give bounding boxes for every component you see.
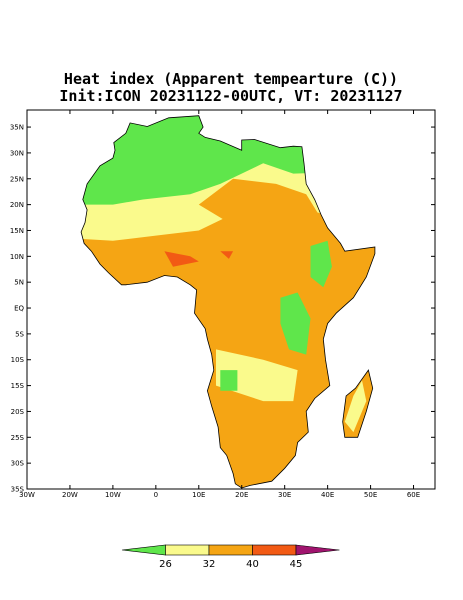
zone xyxy=(220,370,238,391)
colorbar-segment xyxy=(295,544,340,556)
x-tick-label: 0 xyxy=(154,491,158,499)
colorbar-segment xyxy=(252,544,297,556)
x-tick-label: 40E xyxy=(321,491,334,499)
x-tick-label: 10E xyxy=(192,491,205,499)
y-tick-label: 10S xyxy=(11,356,25,364)
title: Heat index (Apparent tempearture (C)) xyxy=(64,70,398,88)
colorbar-segment xyxy=(121,544,166,556)
colorbar-label: 26 xyxy=(159,559,172,570)
y-tick-label: 35S xyxy=(11,486,25,494)
x-tick-label: 50E xyxy=(364,491,377,499)
zone xyxy=(310,240,332,288)
y-tick-label: 20N xyxy=(10,201,24,209)
y-tick-label: 20S xyxy=(11,408,25,416)
y-tick-label: 15N xyxy=(10,227,24,235)
zone xyxy=(164,251,199,267)
y-tick-label: 30S xyxy=(11,460,25,468)
map-frame xyxy=(26,109,436,490)
zone xyxy=(220,251,234,259)
x-tick-label: 30E xyxy=(278,491,291,499)
y-tick-label: 10N xyxy=(10,253,24,261)
y-tick-label: 5S xyxy=(15,330,24,338)
y-tick-label: 35N xyxy=(10,124,24,132)
y-tick-label: 15S xyxy=(11,382,25,390)
x-tick-label: 60E xyxy=(407,491,420,499)
colorbar-label: 32 xyxy=(203,559,216,570)
coast xyxy=(80,115,376,489)
x-tick-label: 30W xyxy=(19,491,35,499)
subtitle: Init:ICON 20231122-00UTC, VT: 20231127 xyxy=(59,87,402,105)
x-tick-label: 20E xyxy=(235,491,248,499)
y-tick-label: 30N xyxy=(10,149,24,157)
y-tick-label: 25N xyxy=(10,175,24,183)
colorbar-label: 45 xyxy=(290,559,303,570)
y-tick-label: EQ xyxy=(14,305,24,313)
zone xyxy=(198,178,319,226)
y-tick-label: 25S xyxy=(11,434,25,442)
colorbar-label: 40 xyxy=(246,559,259,570)
zone xyxy=(280,292,311,355)
colorbar-segment xyxy=(165,544,210,556)
map-fill xyxy=(81,115,375,488)
y-tick-label: 5N xyxy=(14,279,24,287)
colorbar-segment xyxy=(208,544,253,556)
coast xyxy=(342,369,374,438)
x-tick-label: 20W xyxy=(62,491,78,499)
zone xyxy=(344,380,367,433)
x-tick-label: 10W xyxy=(105,491,121,499)
